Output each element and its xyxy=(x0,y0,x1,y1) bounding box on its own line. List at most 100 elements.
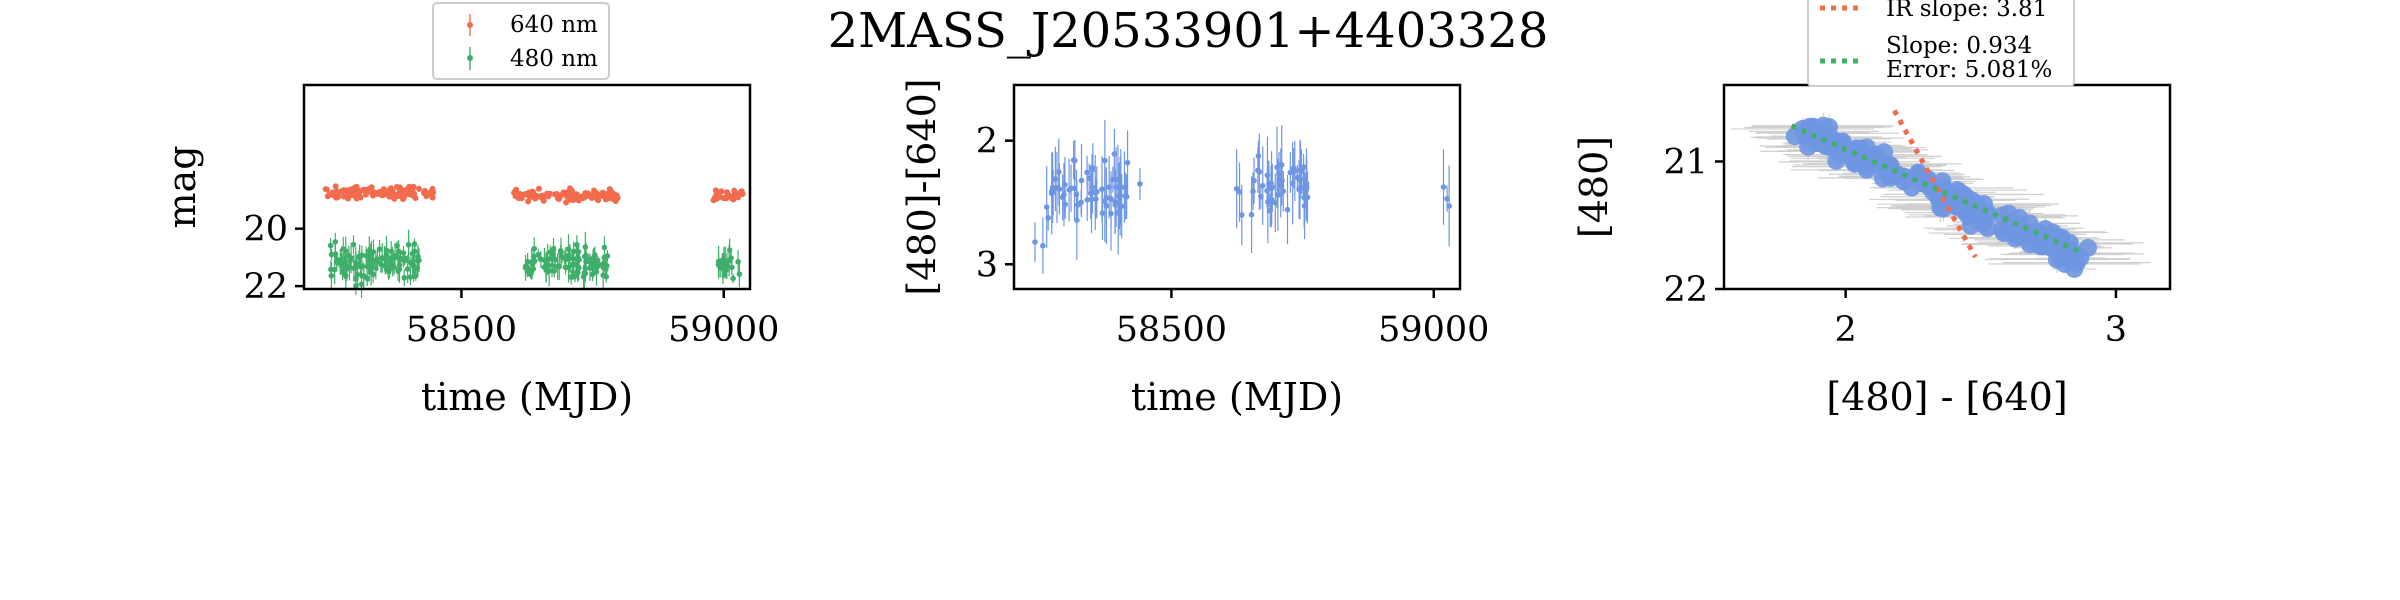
legend-point xyxy=(467,55,473,61)
data-point xyxy=(1078,177,1085,184)
legend-frame xyxy=(432,2,610,80)
color-magnitude-legend: IR slope: 3.81 Slope: 0.934 Error: 5.081… xyxy=(1807,0,2075,87)
data-point xyxy=(1112,201,1118,208)
data-point xyxy=(1284,206,1291,213)
data-point xyxy=(1084,169,1090,176)
data-point xyxy=(604,253,611,259)
data-point xyxy=(1061,191,1067,198)
data-point xyxy=(573,256,580,262)
data-point xyxy=(362,191,369,198)
data-point xyxy=(522,191,529,198)
data-point xyxy=(1108,210,1114,217)
color-magnitude-ticks: 2 3 21 22 xyxy=(1663,143,2127,351)
data-point xyxy=(717,264,724,271)
data-point xyxy=(1054,184,1060,191)
data-point xyxy=(535,185,542,192)
data-point xyxy=(370,189,377,196)
legend-point xyxy=(467,22,473,28)
data-point xyxy=(1123,193,1130,200)
data-point xyxy=(398,192,405,199)
data-point xyxy=(1043,204,1050,210)
data-point xyxy=(1301,194,1307,201)
x-tick-label: 59000 xyxy=(668,310,779,350)
data-point xyxy=(333,194,340,201)
data-point xyxy=(603,262,610,269)
data-point xyxy=(346,187,353,194)
data-point xyxy=(1279,177,1285,184)
x-tick-label: 2 xyxy=(1834,310,1856,350)
data-point xyxy=(332,239,339,245)
data-point xyxy=(549,251,556,258)
data-point xyxy=(1066,187,1072,193)
light-curve-axes-frame xyxy=(302,83,752,291)
data-point xyxy=(556,263,563,270)
data-point xyxy=(1102,198,1108,205)
color-curve-points xyxy=(1032,120,1452,274)
legend-frame xyxy=(1807,0,2075,87)
data-point xyxy=(563,199,570,206)
data-point xyxy=(1278,162,1285,168)
data-point xyxy=(591,187,598,194)
data-point xyxy=(1965,203,1984,222)
data-point xyxy=(527,271,534,278)
y-tick-label: 2 xyxy=(976,122,998,162)
data-point xyxy=(1116,193,1122,199)
data-point xyxy=(1089,184,1096,191)
data-point xyxy=(1265,199,1271,205)
data-point xyxy=(566,185,573,192)
legend-label-slope: Slope: 0.934 xyxy=(1886,33,2032,59)
data-point xyxy=(543,258,550,264)
x-tick-label: 3 xyxy=(2105,310,2127,350)
x-tick-label: 58500 xyxy=(1116,310,1227,350)
data-point xyxy=(723,267,730,273)
data-point xyxy=(396,262,403,268)
data-point xyxy=(369,261,376,267)
data-point xyxy=(1040,242,1046,249)
data-point xyxy=(328,272,335,279)
data-point xyxy=(515,195,522,202)
data-point xyxy=(363,186,370,193)
data-point xyxy=(555,195,562,202)
figure-title: 2MASS_J20533901+4403328 xyxy=(828,3,1549,59)
data-point xyxy=(1294,174,1301,181)
data-point xyxy=(1961,216,1980,235)
color-magnitude-panel: 2 3 21 22 [480] - [640] [480] IR slope: 3.8… xyxy=(1572,0,2172,419)
data-point xyxy=(551,268,558,274)
data-point xyxy=(728,195,735,202)
data-point xyxy=(1280,188,1287,194)
data-point xyxy=(391,195,398,202)
data-point xyxy=(337,259,344,265)
data-point xyxy=(385,268,392,275)
y-tick-label: 21 xyxy=(1663,143,1708,183)
data-point xyxy=(1124,159,1131,166)
data-point xyxy=(1137,181,1143,187)
data-point xyxy=(350,241,357,248)
data-point xyxy=(586,256,593,263)
color-curve-panel: 58500 59000 2 3 time (MJD) [480]-[640] xyxy=(900,78,1489,419)
data-point xyxy=(557,247,564,254)
data-point xyxy=(590,262,597,268)
data-point xyxy=(718,188,725,195)
data-point xyxy=(601,244,608,251)
data-point xyxy=(581,270,588,276)
data-point xyxy=(739,190,746,197)
data-point xyxy=(531,245,538,252)
data-point xyxy=(1446,203,1452,209)
light-curve-points xyxy=(322,183,746,299)
y-tick-label: 22 xyxy=(243,267,288,307)
data-point xyxy=(570,197,577,204)
data-point xyxy=(736,271,743,277)
data-point xyxy=(387,185,394,192)
data-point xyxy=(1827,151,1846,170)
data-point xyxy=(525,198,532,205)
data-point xyxy=(731,187,738,194)
data-point xyxy=(599,192,606,199)
data-point xyxy=(388,248,395,255)
color-magnitude-ylabel: [480] xyxy=(1572,136,1616,238)
data-point xyxy=(1275,192,1281,198)
data-point xyxy=(1099,210,1106,216)
data-point xyxy=(415,253,421,260)
data-point xyxy=(410,192,417,199)
data-point xyxy=(360,273,367,279)
data-point xyxy=(1264,187,1270,194)
